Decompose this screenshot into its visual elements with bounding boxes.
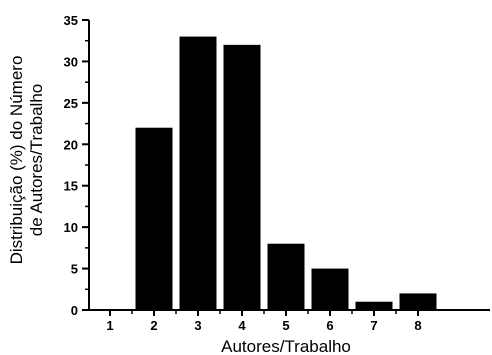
x-tick-label-8: 8 bbox=[414, 318, 421, 333]
x-tick-label-5: 5 bbox=[282, 318, 289, 333]
y-axis-title: Distribuição (%) do Número de Autores/Tr… bbox=[7, 56, 46, 265]
bar-2 bbox=[135, 127, 173, 310]
y-tick-label-20: 20 bbox=[64, 137, 78, 152]
y-axis-title-line-2: de Autores/Trabalho bbox=[27, 84, 46, 236]
y-tick-label-0: 0 bbox=[71, 303, 78, 318]
bars-group bbox=[135, 36, 437, 310]
y-tick-label-35: 35 bbox=[64, 13, 78, 28]
y-tick-label-10: 10 bbox=[64, 220, 78, 235]
x-tick-label-4: 4 bbox=[238, 318, 246, 333]
x-axis-title: Autores/Trabalho bbox=[221, 337, 351, 355]
x-tick-label-1: 1 bbox=[106, 318, 113, 333]
y-tick-label-30: 30 bbox=[64, 54, 78, 69]
bar-4 bbox=[223, 44, 261, 310]
bar-8 bbox=[399, 293, 437, 310]
x-tick-label-7: 7 bbox=[370, 318, 377, 333]
x-axis: 1 2 3 4 5 6 7 8 bbox=[88, 309, 490, 333]
y-tick-label-25: 25 bbox=[64, 96, 78, 111]
y-axis: 0 5 10 15 20 25 30 35 bbox=[64, 13, 90, 318]
bar-5 bbox=[267, 243, 305, 310]
y-axis-title-line-1: Distribuição (%) do Número bbox=[7, 56, 26, 265]
y-tick-label-5: 5 bbox=[71, 262, 78, 277]
x-tick-label-2: 2 bbox=[150, 318, 157, 333]
x-tick-label-3: 3 bbox=[194, 318, 201, 333]
bar-6 bbox=[311, 268, 349, 310]
x-tick-label-6: 6 bbox=[326, 318, 333, 333]
bar-7 bbox=[355, 301, 393, 310]
y-tick-label-15: 15 bbox=[64, 179, 78, 194]
bar-3 bbox=[179, 36, 217, 310]
